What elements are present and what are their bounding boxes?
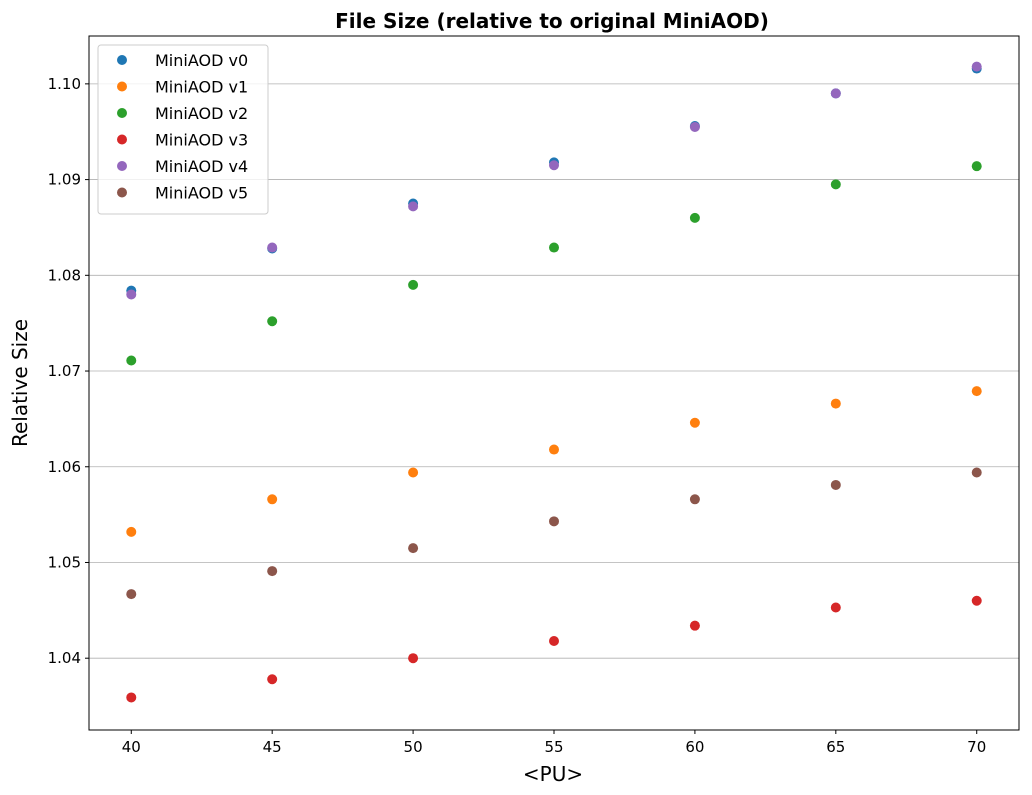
chart-title: File Size (relative to original MiniAOD): [335, 9, 769, 33]
data-point: [549, 160, 559, 171]
data-point: [689, 212, 700, 223]
y-tick-label: 1.07: [48, 362, 81, 380]
data-point: [689, 121, 700, 132]
x-tick-label: 45: [263, 738, 282, 756]
grid-lines: [89, 83, 1019, 659]
data-point: [689, 494, 700, 505]
data-point: [549, 444, 559, 455]
data-point: [549, 516, 559, 527]
data-points: [126, 61, 982, 703]
data-point: [971, 467, 982, 478]
data-point: [830, 179, 841, 190]
data-point: [689, 620, 700, 631]
data-point: [408, 543, 419, 554]
legend-marker: [117, 187, 127, 198]
y-tick-label: 1.09: [48, 171, 81, 189]
data-point: [408, 653, 419, 664]
data-point: [549, 242, 559, 253]
data-point: [126, 692, 137, 703]
data-point: [830, 88, 841, 99]
data-point: [830, 602, 841, 613]
data-point: [971, 595, 982, 606]
y-axis-ticks: 1.04 1.05 1.06 1.07 1.08 1.09 1.10: [48, 75, 89, 667]
legend-label: MiniAOD v0: [155, 51, 248, 70]
legend-marker: [117, 55, 127, 65]
x-tick-label: 70: [967, 738, 986, 756]
legend-marker: [117, 81, 127, 92]
x-tick-label: 60: [685, 738, 704, 756]
y-tick-label: 1.04: [48, 649, 81, 667]
legend-marker: [117, 161, 127, 171]
series-2: [126, 161, 982, 366]
series-4: [126, 61, 982, 300]
x-axis-ticks: 40 45 50 55 60 65 70: [122, 730, 986, 756]
data-point: [126, 589, 137, 600]
data-point: [126, 526, 137, 537]
data-point: [267, 242, 278, 253]
x-tick-label: 50: [404, 738, 423, 756]
data-point: [971, 61, 982, 72]
data-point: [830, 398, 841, 409]
data-point: [549, 635, 559, 646]
legend-marker: [117, 134, 127, 145]
legend-box: [97, 44, 269, 215]
x-axis-label: <PU>: [523, 762, 583, 786]
x-tick-label: 65: [826, 738, 845, 756]
data-point: [830, 479, 841, 490]
y-tick-label: 1.08: [48, 266, 81, 284]
data-point: [971, 386, 982, 397]
legend-label: MiniAOD v3: [155, 131, 248, 150]
data-point: [267, 674, 278, 685]
legend-label: MiniAOD v5: [155, 184, 248, 203]
x-tick-label: 55: [544, 738, 563, 756]
x-tick-label: 40: [122, 738, 141, 756]
legend-marker: [117, 108, 127, 118]
data-point: [408, 201, 419, 212]
legend-label: MiniAOD v1: [155, 78, 248, 97]
data-point: [408, 279, 419, 290]
y-tick-label: 1.05: [48, 553, 81, 571]
data-point: [267, 566, 278, 577]
series-1: [126, 386, 982, 537]
data-point: [126, 289, 137, 300]
y-tick-label: 1.06: [48, 458, 81, 476]
data-point: [267, 494, 278, 505]
series-3: [126, 595, 982, 703]
data-point: [689, 417, 700, 428]
legend: MiniAOD v0 MiniAOD v1 MiniAOD v2 MiniAOD v3…: [97, 44, 269, 215]
legend-label: MiniAOD v4: [155, 157, 248, 176]
data-point: [971, 161, 982, 172]
data-point: [408, 467, 419, 478]
series-5: [126, 467, 982, 600]
data-point: [267, 316, 278, 327]
y-tick-label: 1.10: [48, 75, 81, 93]
y-axis-label: Relative Size: [8, 319, 32, 447]
data-point: [126, 355, 137, 366]
legend-label: MiniAOD v2: [155, 104, 248, 123]
